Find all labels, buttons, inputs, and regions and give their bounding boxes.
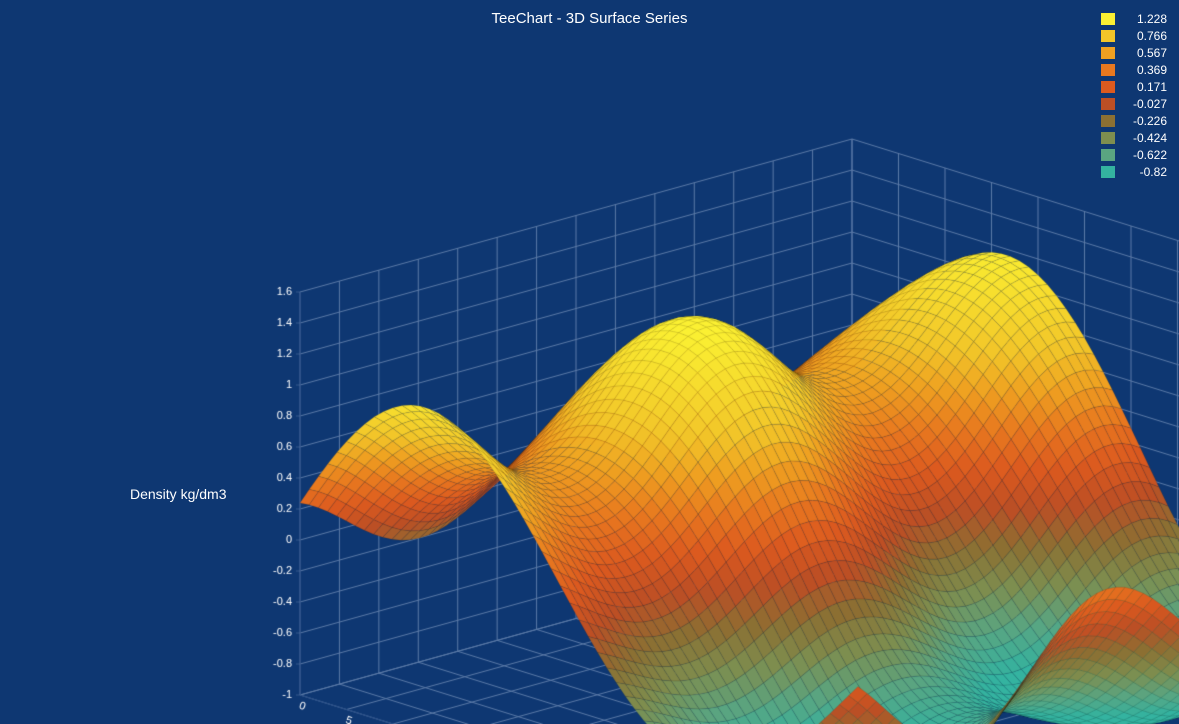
legend-swatch xyxy=(1101,30,1115,42)
legend-label: 0.766 xyxy=(1123,29,1167,43)
legend-swatch xyxy=(1101,64,1115,76)
legend-item: -0.226 xyxy=(1101,112,1167,129)
legend-item: 1.228 xyxy=(1101,10,1167,27)
chart-title: TeeChart - 3D Surface Series xyxy=(0,10,1179,27)
legend-swatch xyxy=(1101,166,1115,178)
legend-swatch xyxy=(1101,13,1115,25)
surface-canvas xyxy=(0,0,1179,724)
legend-swatch xyxy=(1101,149,1115,161)
legend-item: 0.369 xyxy=(1101,61,1167,78)
legend-label: 0.171 xyxy=(1123,80,1167,94)
legend-label: -0.424 xyxy=(1123,131,1167,145)
legend-item: 0.171 xyxy=(1101,78,1167,95)
legend-swatch xyxy=(1101,98,1115,110)
legend: 1.228 0.766 0.567 0.369 0.171 -0.027 -0.226 -0.… xyxy=(1101,10,1167,180)
legend-item: -0.622 xyxy=(1101,146,1167,163)
legend-label: 0.567 xyxy=(1123,46,1167,60)
legend-item: 0.766 xyxy=(1101,27,1167,44)
legend-label: -0.82 xyxy=(1123,165,1167,179)
legend-label: 1.228 xyxy=(1123,12,1167,26)
z-axis-title: Density kg/dm3 xyxy=(130,486,226,502)
legend-label: -0.622 xyxy=(1123,148,1167,162)
legend-item: -0.82 xyxy=(1101,163,1167,180)
legend-swatch xyxy=(1101,81,1115,93)
legend-swatch xyxy=(1101,115,1115,127)
legend-swatch xyxy=(1101,132,1115,144)
legend-label: 0.369 xyxy=(1123,63,1167,77)
legend-swatch xyxy=(1101,47,1115,59)
legend-label: -0.226 xyxy=(1123,114,1167,128)
legend-label: -0.027 xyxy=(1123,97,1167,111)
surface-chart[interactable]: TeeChart - 3D Surface Series 1.228 0.766 0… xyxy=(0,0,1179,724)
legend-item: -0.027 xyxy=(1101,95,1167,112)
legend-item: 0.567 xyxy=(1101,44,1167,61)
legend-item: -0.424 xyxy=(1101,129,1167,146)
